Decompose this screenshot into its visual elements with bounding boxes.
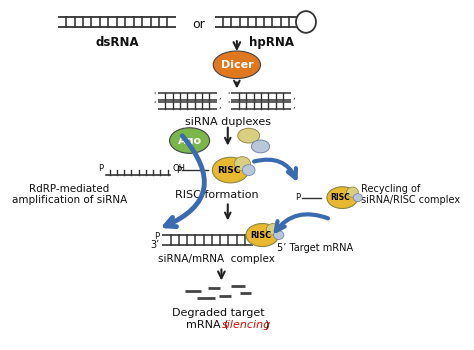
- Text: or: or: [192, 18, 205, 31]
- Text: P: P: [155, 231, 160, 240]
- Text: RdRP-mediated
amplification of siRNA: RdRP-mediated amplification of siRNA: [12, 184, 127, 205]
- Text: 5’ Target mRNA: 5’ Target mRNA: [277, 243, 353, 253]
- Text: P: P: [176, 166, 181, 175]
- Ellipse shape: [296, 11, 316, 33]
- Text: Recycling of
siRNA/RISC complex: Recycling of siRNA/RISC complex: [361, 184, 460, 205]
- Text: Ago: Ago: [178, 135, 201, 146]
- Text: RISC formation: RISC formation: [175, 190, 259, 200]
- Text: ,: ,: [292, 101, 295, 110]
- Ellipse shape: [251, 140, 270, 153]
- Text: ,: ,: [219, 92, 221, 101]
- Ellipse shape: [246, 224, 279, 246]
- Ellipse shape: [273, 231, 284, 239]
- Ellipse shape: [213, 51, 261, 78]
- Ellipse shape: [327, 187, 358, 209]
- Ellipse shape: [266, 224, 280, 235]
- Text: RISC: RISC: [217, 166, 240, 175]
- Text: P: P: [295, 193, 301, 202]
- Text: siRNA duplexes: siRNA duplexes: [185, 117, 271, 127]
- Ellipse shape: [242, 164, 255, 175]
- Text: 3’: 3’: [150, 240, 160, 250]
- Text: hpRNA: hpRNA: [249, 36, 294, 49]
- Text: RISC: RISC: [250, 231, 271, 239]
- Text: RISC: RISC: [331, 193, 350, 202]
- Text: Dicer: Dicer: [220, 60, 253, 70]
- Text: ): ): [264, 320, 269, 330]
- Ellipse shape: [212, 157, 249, 183]
- Text: siRNA/mRNA  complex: siRNA/mRNA complex: [158, 254, 275, 264]
- Ellipse shape: [238, 128, 260, 143]
- Text: ,: ,: [292, 92, 295, 101]
- Ellipse shape: [170, 128, 210, 153]
- Ellipse shape: [346, 187, 358, 197]
- Text: ,: ,: [219, 101, 221, 110]
- Ellipse shape: [353, 194, 363, 202]
- Text: mRNA (: mRNA (: [186, 320, 228, 330]
- Text: OH: OH: [173, 164, 185, 173]
- Text: ': ': [228, 101, 229, 110]
- Text: ': ': [154, 92, 156, 101]
- Text: Degraded target: Degraded target: [173, 308, 265, 318]
- Text: P: P: [98, 164, 103, 173]
- Text: dsRNA: dsRNA: [95, 36, 138, 49]
- Ellipse shape: [234, 157, 250, 171]
- Text: ': ': [154, 101, 156, 110]
- Text: ': ': [228, 92, 229, 101]
- Text: silencing: silencing: [222, 320, 272, 330]
